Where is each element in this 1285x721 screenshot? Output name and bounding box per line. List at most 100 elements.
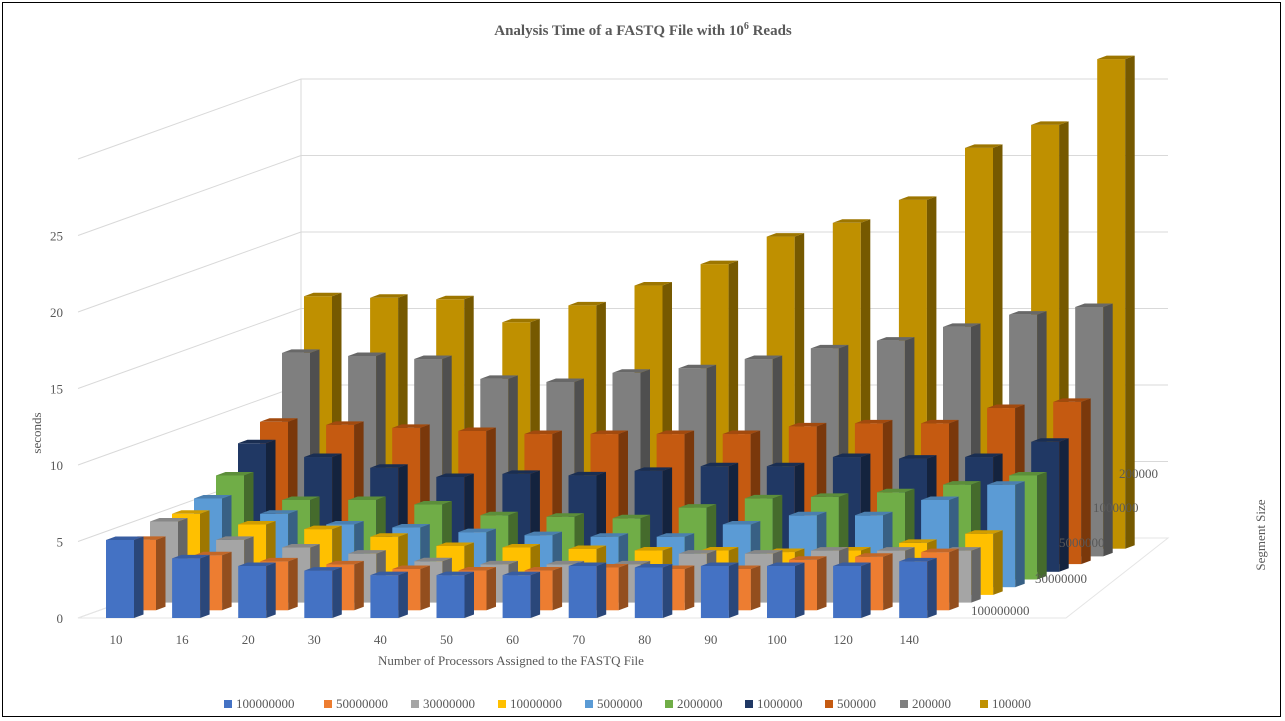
bar-top — [480, 560, 518, 565]
bar-top — [502, 470, 540, 474]
bar-top — [458, 567, 496, 571]
bar-top — [965, 144, 1003, 148]
bar-top — [965, 530, 1003, 534]
x-tick-label: 40 — [374, 632, 387, 647]
x-tick-label: 20 — [242, 632, 255, 647]
bar-top — [634, 467, 673, 471]
bar-side — [927, 557, 937, 618]
bar-side — [618, 563, 629, 611]
x-tick-label: 100 — [767, 632, 787, 647]
bar-top — [458, 427, 496, 431]
bar-top — [899, 539, 937, 543]
bar-top — [304, 567, 342, 571]
x-axis-title: Number of Processors Assigned to the FAS… — [378, 653, 644, 668]
legend-swatch — [585, 700, 593, 708]
legend-label: 10000000 — [510, 696, 562, 711]
bar-top — [898, 196, 937, 200]
bar-top — [722, 430, 761, 435]
bar-top — [678, 550, 717, 554]
legend-label: 30000000 — [423, 696, 475, 711]
bar-top — [722, 520, 761, 525]
legend-item: 30000000 — [411, 696, 475, 711]
bar-top — [414, 501, 452, 505]
legend-swatch — [900, 700, 908, 708]
bar-top — [612, 369, 650, 373]
bar-side — [354, 560, 364, 611]
y-tick-label: 10 — [50, 458, 63, 473]
bar-top — [304, 525, 342, 530]
depth-tick-label: 5000000 — [1059, 535, 1105, 550]
side-gridline — [77, 78, 302, 160]
bar-top — [238, 521, 276, 525]
bar-top — [238, 439, 276, 444]
bar-side — [464, 571, 474, 618]
bar-top — [921, 419, 959, 424]
bar-top — [260, 557, 298, 562]
bar-top — [326, 560, 364, 565]
bar-top — [789, 556, 827, 560]
legend-swatch — [324, 700, 332, 708]
bar-top — [1075, 303, 1113, 308]
x-tick-label: 120 — [833, 632, 853, 647]
bar-top — [678, 504, 717, 508]
legend-label: 2000000 — [677, 696, 723, 711]
bar-top — [370, 294, 408, 298]
bar-top — [546, 513, 584, 517]
bar-top — [436, 473, 474, 477]
bar-top — [855, 553, 893, 557]
bar-top — [436, 295, 474, 300]
bar-top — [810, 493, 849, 497]
bar-top — [106, 536, 144, 540]
bar-top — [1009, 311, 1047, 315]
bar-top — [788, 422, 827, 427]
legend-item: 500000 — [825, 696, 876, 711]
y-tick-label: 20 — [50, 305, 63, 320]
bar-top — [502, 318, 540, 323]
bar-top — [1097, 55, 1135, 60]
bars — [106, 55, 1135, 618]
legend-swatch — [498, 700, 506, 708]
bar-side — [1015, 481, 1025, 588]
bar-front — [370, 575, 399, 618]
bar-top — [480, 511, 518, 516]
depth-tick-label: 30000000 — [1035, 571, 1087, 586]
legend-swatch — [665, 700, 673, 708]
bar-front — [833, 565, 862, 618]
bar-side — [662, 564, 673, 618]
bar-top — [943, 481, 981, 485]
x-tick-label: 50 — [440, 632, 453, 647]
bar-top — [502, 571, 541, 576]
bar — [304, 567, 342, 618]
bar-top — [766, 233, 805, 237]
bar-top — [811, 547, 849, 551]
bar-top — [568, 301, 606, 306]
bar-top — [524, 567, 563, 571]
bar-top — [854, 419, 893, 424]
bar-top — [634, 282, 672, 286]
bar-side — [949, 548, 959, 611]
legend-label: 100000000 — [236, 696, 295, 711]
legend-label: 100000 — [992, 696, 1031, 711]
bar-top — [810, 344, 849, 349]
y-tick-label: 25 — [50, 229, 63, 244]
legend-item: 5000000 — [585, 696, 643, 711]
bar-top — [436, 542, 474, 546]
bar-top — [524, 430, 562, 435]
bar-side — [332, 567, 342, 618]
bar-top — [767, 562, 805, 566]
y-tick-label: 5 — [57, 535, 64, 550]
x-tick-label: 60 — [506, 632, 519, 647]
bar-front — [767, 565, 795, 618]
bar-top — [392, 565, 430, 569]
bar-side — [156, 536, 166, 611]
bar-top — [634, 547, 673, 551]
bar-side — [266, 562, 276, 618]
bar-top — [370, 571, 408, 576]
legend-item: 2000000 — [665, 696, 723, 711]
bar-side — [883, 553, 893, 611]
legend-swatch — [980, 700, 988, 708]
bar-side — [134, 536, 144, 618]
bar-top — [546, 560, 585, 565]
legend-swatch — [745, 700, 753, 708]
